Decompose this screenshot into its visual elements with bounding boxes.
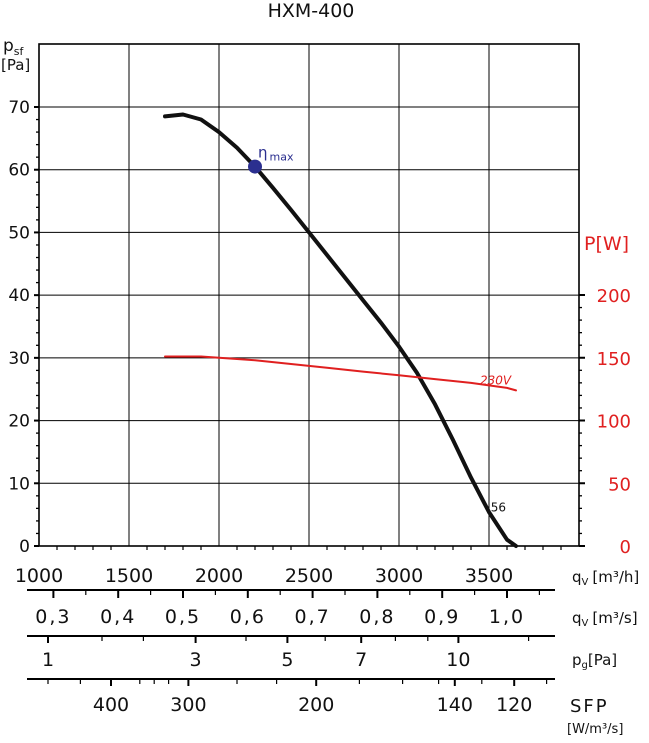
left-axis-label: psf xyxy=(3,36,25,58)
ms-tick-label: 0,6 xyxy=(230,606,266,628)
series-layer: 56 230V η max xyxy=(163,112,518,548)
x-tick-label: 1000 xyxy=(15,565,63,587)
left-tick-label: 30 xyxy=(8,349,30,369)
left-axis-unit: [Pa] xyxy=(1,56,30,74)
right-tick-label: 200 xyxy=(597,286,631,307)
right-tick-label: 150 xyxy=(597,349,631,370)
x-tick-label: 2000 xyxy=(195,565,243,587)
pg-tick-label: 7 xyxy=(355,649,367,671)
sfp-axis-unit: [W/m³/s] xyxy=(567,722,623,737)
ms-axis-label: qV [m³/s] xyxy=(572,609,638,629)
right-axis-ticks: 0 50 100 150 200 xyxy=(579,286,631,558)
left-tick-label: 10 xyxy=(8,474,30,494)
ms-tick-label: 0,9 xyxy=(424,606,460,628)
ms-tick-label: 0,5 xyxy=(165,606,201,628)
right-tick-label: 50 xyxy=(608,474,631,495)
ms-tick-label: 0,7 xyxy=(294,606,330,628)
x-axis-label-q: q xyxy=(572,568,582,586)
pg-axis-label: pg[Pa] xyxy=(572,651,617,671)
left-tick-label: 60 xyxy=(8,161,30,181)
right-axis-label: P[W] xyxy=(584,233,629,255)
x-tick-label: 2500 xyxy=(285,565,333,587)
series-label: 230V xyxy=(480,373,512,387)
series-line-56 xyxy=(163,112,518,548)
eta-max-label: η max xyxy=(258,144,294,164)
left-axis-label-main: p xyxy=(3,36,14,56)
ms-axis-unit: [m³/s] xyxy=(592,609,637,627)
x-tick-label: 1500 xyxy=(105,565,153,587)
right-tick-label: 0 xyxy=(620,537,631,558)
pg-tick-label: 10 xyxy=(446,649,470,671)
chart-title: HXM-400 xyxy=(268,0,355,22)
ms-tick-label: 0,3 xyxy=(35,606,71,628)
ms-axis-label-sub: V xyxy=(582,618,589,629)
right-tick-label: 100 xyxy=(597,412,631,433)
x-axis-unit: [m³/h] xyxy=(592,568,639,586)
left-tick-label: 50 xyxy=(8,223,30,243)
pg-axis-label-sub: g xyxy=(582,660,588,671)
sfp-tick-label: 140 xyxy=(437,694,473,716)
left-tick-label: 0 xyxy=(19,537,30,557)
pg-axis-label-p: p xyxy=(572,651,582,669)
sfp-tick-label: 300 xyxy=(170,694,206,716)
pg-tick-label: 1 xyxy=(42,649,54,671)
x-axis-label-sub: V xyxy=(582,577,589,588)
left-tick-label: 40 xyxy=(8,286,30,306)
x-tick-label: 3000 xyxy=(375,565,423,587)
sfp-tick-label: 120 xyxy=(496,694,532,716)
ms-tick-label: 0,8 xyxy=(359,606,395,628)
sfp-axis-label: SFP xyxy=(570,696,609,717)
left-tick-label: 70 xyxy=(8,98,30,118)
x-axis-label: qV [m³/h] xyxy=(572,568,639,588)
eta-symbol: η xyxy=(258,144,268,162)
bottom-scales: 1000 1500 2000 2500 3000 3500 0,3 0,4 0,5 0,6 0,7 0… xyxy=(15,546,562,716)
left-tick-label: 20 xyxy=(8,412,30,432)
series-label: 56 xyxy=(491,501,506,515)
ms-tick-label: 0,4 xyxy=(100,606,136,628)
grid xyxy=(39,44,579,546)
ms-axis-label-q: q xyxy=(572,609,582,627)
pg-tick-label: 3 xyxy=(190,649,202,671)
left-axis-ticks: 0 10 20 30 40 50 60 70 xyxy=(8,98,39,557)
sfp-tick-label: 200 xyxy=(298,694,334,716)
pg-tick-label: 5 xyxy=(281,649,293,671)
ms-tick-label: 1,0 xyxy=(489,606,525,628)
sfp-tick-label: 400 xyxy=(93,694,129,716)
eta-max-marker xyxy=(248,159,262,174)
eta-subscript: max xyxy=(270,151,294,164)
x-tick-label: 3500 xyxy=(465,565,513,587)
left-axis-label-sub: sf xyxy=(14,45,25,58)
pg-axis-unit: [Pa] xyxy=(588,651,617,669)
series-line-230V xyxy=(164,355,517,392)
